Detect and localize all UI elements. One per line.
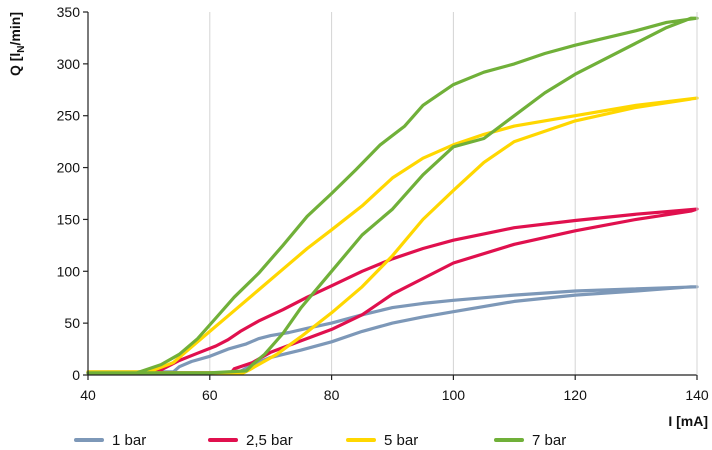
- y-tick-label: 50: [64, 315, 80, 331]
- series-line-4: [86, 16, 699, 375]
- y-axis-title: Q [lN/min]: [7, 12, 27, 76]
- x-tick-label: 140: [685, 387, 709, 403]
- y-tick-label: 300: [57, 56, 81, 72]
- x-tick-label: 40: [80, 387, 96, 403]
- y-axis-title-main: Q [l: [7, 53, 23, 76]
- series-line-3: [86, 96, 699, 375]
- legend-label: 7 bar: [532, 432, 566, 449]
- y-axis-title-suffix: /min]: [7, 12, 23, 45]
- x-tick-label: 100: [442, 387, 466, 403]
- y-tick-label: 150: [57, 211, 81, 227]
- legend-label: 5 bar: [384, 432, 418, 449]
- grid: [209, 12, 576, 375]
- legend-label: 1 bar: [112, 432, 146, 449]
- axes: 0 50 100 150 200 250 300 350 40 60 80 100 120 140: [57, 4, 709, 403]
- x-axis-title: I [mA]: [668, 413, 708, 429]
- y-tick-label: 350: [57, 4, 81, 20]
- y-tick-label: 250: [57, 108, 81, 124]
- y-tick-label: 100: [57, 263, 81, 279]
- x-tick-label: 80: [324, 387, 340, 403]
- y-tick-label: 0: [72, 367, 80, 383]
- x-tick-label: 120: [564, 387, 588, 403]
- y-axis-title-subscript: N: [16, 45, 27, 52]
- legend-label: 2,5 bar: [246, 432, 293, 449]
- x-tick-label: 60: [202, 387, 218, 403]
- legend: 1 bar 2,5 bar 5 bar 7 bar: [74, 432, 566, 449]
- series-lines: [86, 16, 699, 375]
- y-tick-label: 200: [57, 160, 81, 176]
